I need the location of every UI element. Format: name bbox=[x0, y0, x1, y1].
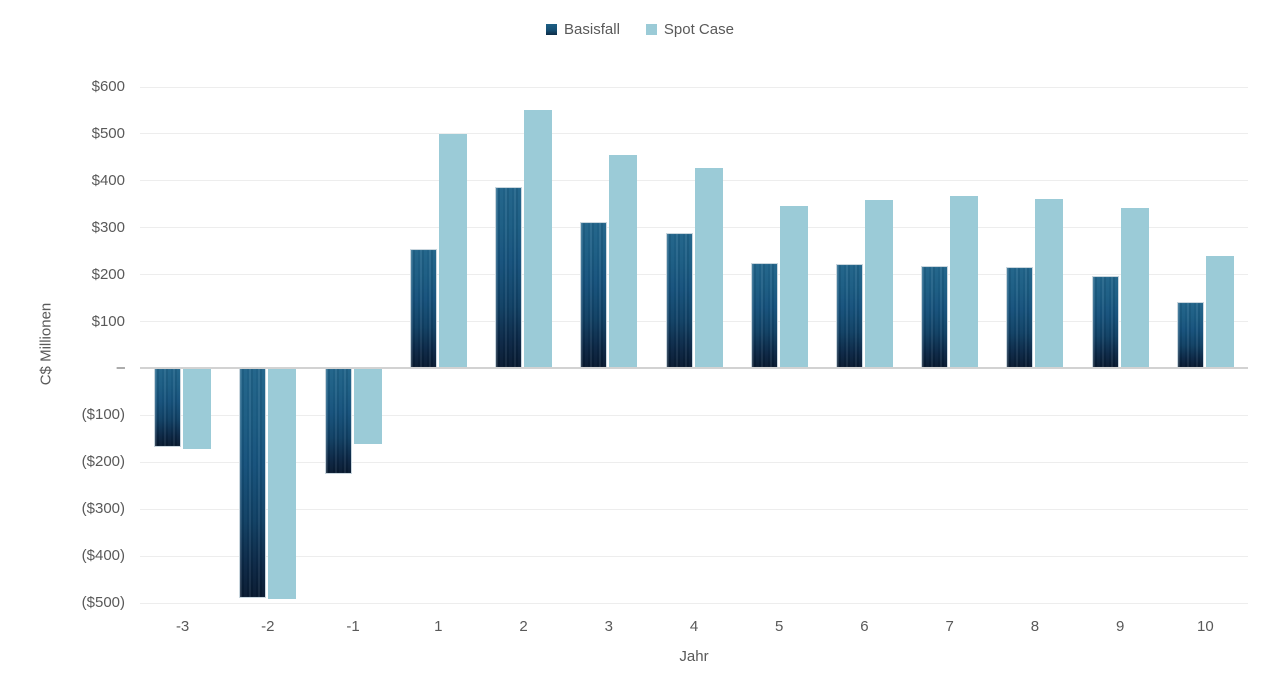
gridline--200 bbox=[140, 461, 1248, 463]
bar-basisfall-year-8 bbox=[1006, 267, 1034, 369]
x-tick-label-3: 3 bbox=[604, 618, 613, 635]
y-tick-label-500: $500 bbox=[91, 124, 125, 142]
bar-basisfall-year-9 bbox=[1091, 275, 1119, 369]
x-tick-label-4: 4 bbox=[689, 618, 699, 635]
x-axis-title: Jahr bbox=[679, 648, 709, 665]
bar-basisfall-year-10 bbox=[1176, 302, 1204, 369]
x-tick-label--2: -2 bbox=[261, 618, 275, 635]
bar-basisfall-year--1 bbox=[324, 368, 352, 474]
x-tick-label-10: 10 bbox=[1197, 618, 1214, 635]
x-tick-label-9: 9 bbox=[1115, 618, 1125, 635]
bar-spot-case-year--3 bbox=[183, 368, 212, 450]
bar-basisfall-year-4 bbox=[665, 233, 693, 369]
zero-axis-line bbox=[140, 367, 1248, 370]
x-tick-label-2: 2 bbox=[519, 618, 528, 635]
gridline-100 bbox=[140, 321, 1248, 323]
bar-spot-case-year-9 bbox=[1120, 208, 1149, 369]
legend-item-basisfall: Basisfall bbox=[546, 21, 620, 38]
bar-spot-case-year-1 bbox=[438, 133, 467, 369]
bar-spot-case-year--1 bbox=[353, 368, 382, 444]
x-tick-label-6: 6 bbox=[860, 618, 869, 635]
gridline--400 bbox=[140, 555, 1248, 557]
bar-spot-case-year-5 bbox=[779, 205, 808, 369]
spot-case-swatch-icon bbox=[645, 24, 657, 35]
legend-label-basisfall: Basisfall bbox=[564, 21, 620, 38]
bar-spot-case-year-7 bbox=[950, 195, 979, 369]
bar-basisfall-year-6 bbox=[835, 263, 863, 369]
gridline--100 bbox=[140, 414, 1248, 416]
bar-spot-case-year--2 bbox=[268, 368, 297, 600]
gridline-600 bbox=[140, 86, 1248, 88]
gridline-300 bbox=[140, 227, 1248, 229]
gridline--500 bbox=[140, 602, 1248, 604]
y-tick-label-300: $300 bbox=[91, 218, 125, 236]
y-tick-label--300: ($300) bbox=[81, 500, 125, 518]
legend-item-spot-case: Spot Case bbox=[645, 21, 734, 38]
y-tick-label--200: ($200) bbox=[81, 453, 125, 471]
x-tick-label-7: 7 bbox=[945, 618, 954, 635]
y-tick-label--400: ($400) bbox=[81, 547, 125, 565]
gridline-400 bbox=[140, 180, 1248, 182]
x-tick-label-1: 1 bbox=[434, 618, 443, 635]
bar-spot-case-year-8 bbox=[1035, 198, 1064, 369]
gridline--300 bbox=[140, 508, 1248, 510]
bar-spot-case-year-6 bbox=[864, 199, 893, 369]
y-tick-label-100: $100 bbox=[91, 312, 125, 330]
bar-basisfall-year--2 bbox=[239, 368, 267, 598]
basisfall-swatch-icon bbox=[546, 24, 558, 35]
gridline-500 bbox=[140, 133, 1248, 135]
bar-basisfall-year-7 bbox=[921, 266, 949, 369]
x-tick-label--1: -1 bbox=[346, 618, 360, 635]
x-tick-label-8: 8 bbox=[1030, 618, 1040, 635]
x-tick-label-5: 5 bbox=[775, 618, 784, 635]
bar-spot-case-year-10 bbox=[1205, 256, 1234, 369]
y-tick-label--500: ($500) bbox=[81, 594, 125, 611]
chart-legend: Basisfall Spot Case bbox=[0, 21, 1280, 38]
x-tick-label--3: -3 bbox=[175, 618, 190, 635]
bar-spot-case-year-4 bbox=[694, 168, 723, 369]
legend-label-spot-case: Spot Case bbox=[663, 21, 734, 38]
bar-basisfall-year-1 bbox=[409, 249, 437, 369]
plot-area bbox=[140, 86, 1248, 604]
bar-spot-case-year-3 bbox=[609, 155, 638, 369]
y-tick-label-600: $600 bbox=[91, 78, 125, 95]
gridline-200 bbox=[140, 274, 1248, 276]
bar-basisfall-year--3 bbox=[154, 368, 182, 448]
y-tick-label-200: $200 bbox=[91, 265, 125, 283]
bar-basisfall-year-3 bbox=[580, 221, 608, 369]
bar-basisfall-year-2 bbox=[495, 186, 523, 369]
bar-basisfall-year-5 bbox=[750, 262, 778, 369]
y-tick-label--100: ($100) bbox=[81, 406, 125, 424]
y-tick-label-400: $400 bbox=[91, 171, 125, 189]
bar-spot-case-year-2 bbox=[524, 109, 553, 369]
y-tick-label-0: – bbox=[116, 359, 125, 377]
